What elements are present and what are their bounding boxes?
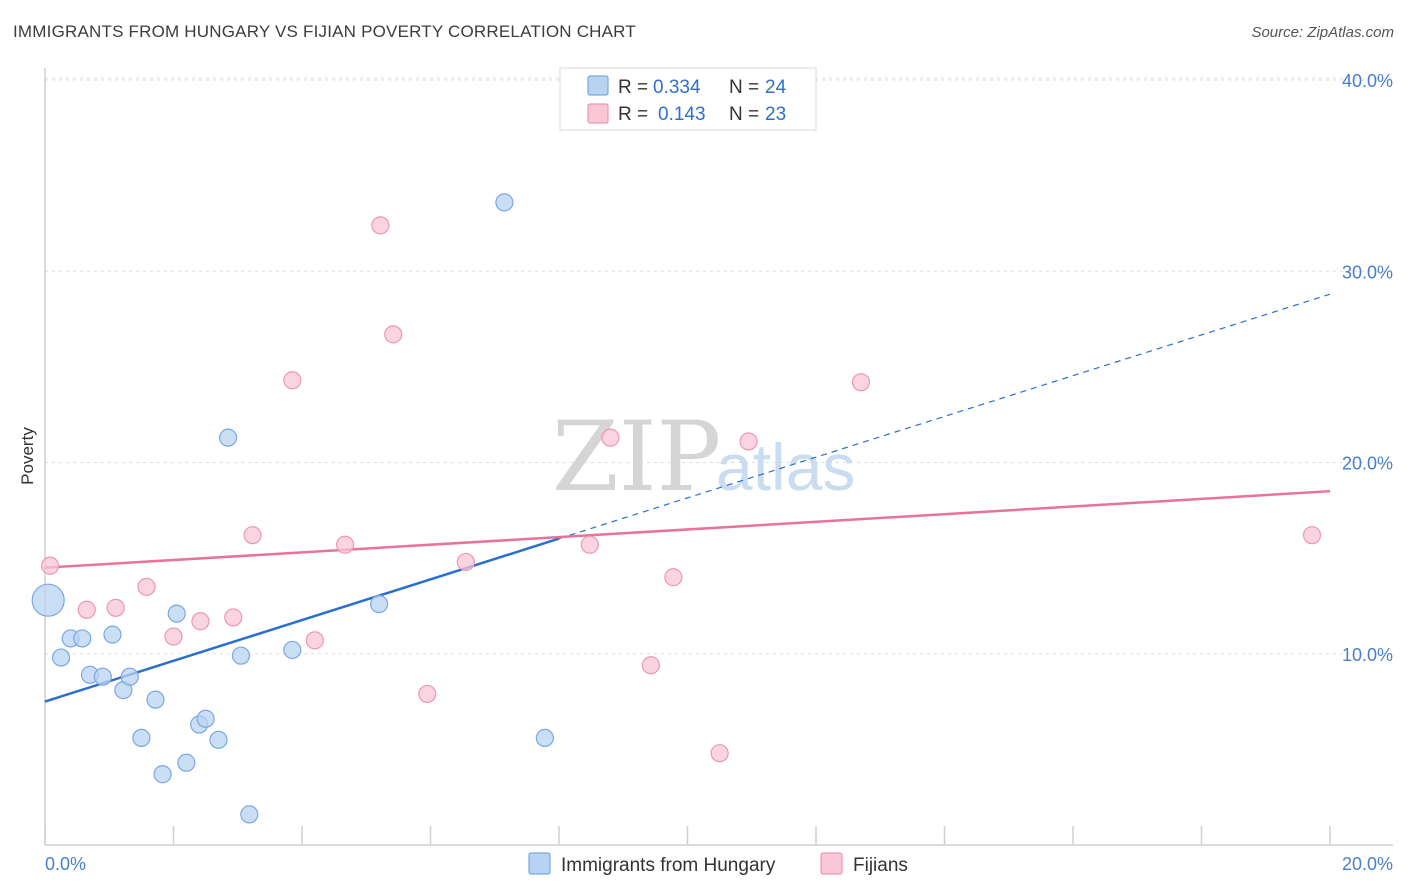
point-hungary-21: [283, 640, 302, 660]
point-fijians-15: [456, 552, 475, 572]
series-legend-label-hungary: Immigrants from Hungary: [561, 855, 776, 876]
point-fijians-23: [1302, 526, 1322, 545]
y-tick-label-10: 10.0%: [1342, 645, 1393, 665]
point-fijians-11: [335, 535, 355, 554]
point-fijians-12: [371, 216, 390, 235]
y-tick-label-20: 20.0%: [1342, 454, 1393, 474]
point-fijians-1: [41, 556, 60, 575]
y-tick-label-40: 40.0%: [1342, 71, 1393, 91]
x-tick-label-min: 0.0%: [45, 854, 86, 874]
trend-lines: [44, 293, 1331, 703]
point-hungary-13: [167, 604, 186, 623]
point-fijians-8: [243, 526, 262, 545]
point-hungary-24: [535, 728, 554, 748]
y-tick-label-30: 30.0%: [1342, 262, 1393, 282]
legend-swatch-fijians: [587, 103, 609, 124]
point-hungary-4: [73, 629, 92, 648]
series-legend: Immigrants from Hungary Fijians: [528, 852, 908, 876]
legend-r-value-hungary: 0.334: [653, 77, 701, 98]
watermark-atlas: atlas: [716, 430, 855, 504]
series-legend-swatch-hungary: [528, 852, 551, 875]
point-fijians-6: [191, 612, 210, 631]
trend-line-fijians: [44, 489, 1331, 569]
point-hungary-1: [31, 583, 65, 617]
chart-title: IMMIGRANTS FROM HUNGARY VS FIJIAN POVERT…: [13, 22, 636, 41]
point-hungary-9: [120, 667, 139, 686]
legend-swatch-hungary: [587, 75, 609, 96]
point-hungary-23: [495, 193, 514, 212]
grid-lines: [45, 77, 1393, 655]
point-hungary-22: [370, 594, 389, 614]
axes: [44, 68, 1393, 846]
legend-r-label-fijians: R =: [618, 104, 648, 125]
legend-n-value-fijians: 23: [765, 104, 786, 125]
point-hungary-10: [132, 728, 151, 748]
y-tick-labels: 10.0% 20.0% 30.0% 40.0%: [1342, 71, 1393, 665]
trend-line-hungary-projection: [558, 293, 1331, 540]
y-axis-title: Poverty: [18, 427, 37, 485]
point-hungary-2: [51, 648, 71, 667]
point-fijians-22: [851, 373, 871, 392]
x-tick-label-max: 20.0%: [1342, 854, 1393, 874]
point-hungary-11: [146, 690, 165, 709]
series-legend-label-fijians: Fijians: [853, 855, 908, 876]
point-hungary-16: [196, 709, 215, 728]
point-fijians-5: [164, 627, 183, 646]
point-hungary-17: [209, 730, 228, 749]
point-hungary-18: [219, 428, 238, 447]
point-fijians-18: [641, 656, 660, 675]
legend-n-label-hungary: N =: [729, 77, 759, 98]
correlation-legend: R = 0.334 N = 24 R = 0.143 N = 23: [559, 67, 817, 131]
source-label: Source: ZipAtlas.com: [1251, 24, 1394, 41]
legend-r-label-hungary: R =: [618, 77, 648, 98]
watermark-zip: ZIP: [552, 401, 721, 513]
point-fijians-16: [580, 535, 599, 554]
data-points: [31, 193, 1322, 824]
point-fijians-2: [77, 600, 96, 619]
point-fijians-4: [137, 577, 156, 596]
point-fijians-10: [305, 631, 324, 650]
point-hungary-12: [153, 765, 172, 784]
legend-n-value-hungary: 24: [765, 77, 787, 98]
series-legend-swatch-fijians: [820, 852, 843, 875]
point-fijians-3: [106, 598, 125, 617]
point-fijians-17: [601, 428, 620, 447]
legend-n-label-fijians: N =: [729, 104, 759, 125]
point-fijians-13: [384, 325, 403, 344]
point-hungary-19: [231, 646, 251, 665]
x-ticks: [44, 826, 1331, 845]
point-fijians-14: [418, 684, 437, 704]
point-fijians-21: [739, 432, 758, 451]
point-hungary-7: [103, 625, 122, 644]
point-fijians-19: [664, 568, 683, 587]
point-hungary-14: [177, 753, 196, 772]
point-fijians-20: [710, 744, 729, 763]
point-fijians-7: [224, 608, 243, 627]
point-hungary-6: [93, 667, 112, 686]
point-fijians-9: [283, 371, 302, 390]
point-hungary-20: [240, 805, 259, 824]
legend-r-value-fijians: 0.143: [658, 104, 706, 125]
